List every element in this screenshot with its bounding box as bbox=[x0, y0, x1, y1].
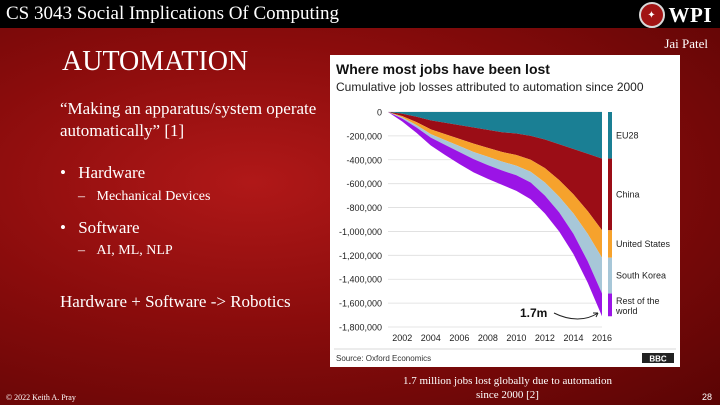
y-tick-label: -400,000 bbox=[346, 155, 382, 165]
chart-panel: Where most jobs have been lost Cumulativ… bbox=[330, 55, 680, 367]
area-united-states bbox=[388, 112, 602, 258]
chart-caption: 1.7 million jobs lost globally due to au… bbox=[403, 375, 612, 401]
y-tick-label: -1,800,000 bbox=[339, 323, 382, 333]
copyright: © 2022 Keith A. Pray bbox=[6, 393, 76, 402]
legend-label: world bbox=[615, 306, 638, 316]
legend-label: United States bbox=[616, 239, 671, 249]
y-tick-label: -600,000 bbox=[346, 179, 382, 189]
chart-title: Where most jobs have been lost bbox=[336, 61, 550, 77]
y-tick-label: 0 bbox=[377, 108, 382, 118]
y-tick-label: -200,000 bbox=[346, 131, 382, 141]
seal-icon: ✦ bbox=[638, 2, 665, 28]
chart-subtitle: Cumulative job losses attributed to auto… bbox=[336, 80, 644, 94]
legend-label: EU28 bbox=[616, 130, 639, 140]
sub-bullet-software: – AI, ML, NLP bbox=[78, 243, 173, 258]
x-tick-label: 2006 bbox=[449, 333, 469, 343]
x-tick-label: 2012 bbox=[535, 333, 555, 343]
x-tick-label: 2008 bbox=[478, 333, 498, 343]
bullet-hardware: • Hardware bbox=[60, 163, 146, 182]
sub-bullet-label: Mechanical Devices bbox=[96, 189, 211, 204]
x-tick-label: 2002 bbox=[392, 333, 412, 343]
y-tick-label: -800,000 bbox=[346, 203, 382, 213]
sub-bullet-label: AI, ML, NLP bbox=[96, 243, 173, 258]
area-eu28 bbox=[388, 112, 602, 159]
annotation-label: 1.7m bbox=[520, 306, 547, 320]
area-south-korea bbox=[388, 112, 602, 294]
header-bar: CS 3043 Social Implications Of Computing… bbox=[0, 0, 720, 28]
x-tick-label: 2004 bbox=[421, 333, 441, 343]
bbc-logo bbox=[642, 353, 674, 363]
y-tick-label: -1,400,000 bbox=[339, 275, 382, 285]
job-loss-chart: Where most jobs have been lost Cumulativ… bbox=[334, 61, 676, 364]
annotation-arrowhead bbox=[593, 312, 599, 318]
bullet-label: Software bbox=[78, 218, 140, 237]
legend-swatch bbox=[608, 230, 612, 258]
chart-source: Source: Oxford Economics bbox=[336, 354, 431, 363]
bullet-software: • Software bbox=[60, 218, 140, 237]
area-rest-of-the-world bbox=[388, 112, 602, 317]
logo-text: WPI bbox=[668, 2, 712, 27]
x-tick-label: 2014 bbox=[563, 333, 583, 343]
x-tick-label: 2010 bbox=[506, 333, 526, 343]
robotics-equation: Hardware + Software -> Robotics bbox=[60, 292, 291, 311]
bbc-logo-text: BBC bbox=[649, 355, 667, 364]
legend-swatch bbox=[608, 112, 612, 159]
legend-label: Rest of the bbox=[616, 296, 660, 306]
legend-swatch bbox=[608, 158, 612, 231]
wpi-logo: ✦ WPI bbox=[638, 2, 713, 28]
bullet-label: Hardware bbox=[78, 163, 146, 182]
slide-title: AUTOMATION bbox=[62, 46, 249, 77]
legend-swatch bbox=[608, 257, 612, 294]
course-title: CS 3043 Social Implications Of Computing bbox=[6, 3, 340, 24]
y-tick-label: -1,200,000 bbox=[339, 251, 382, 261]
legend-label: South Korea bbox=[616, 271, 666, 281]
y-tick-label: -1,000,000 bbox=[339, 227, 382, 237]
annotation-arrow bbox=[553, 312, 599, 320]
page-number: 28 bbox=[701, 392, 712, 402]
sub-bullet-hardware: – Mechanical Devices bbox=[78, 189, 211, 204]
author-name: Jai Patel bbox=[664, 36, 708, 51]
y-tick-label: -1,600,000 bbox=[339, 299, 382, 309]
x-tick-label: 2016 bbox=[592, 333, 612, 343]
definition-quote: “Making an apparatus/system operate auto… bbox=[60, 99, 317, 140]
area-china bbox=[388, 112, 602, 231]
legend-swatch bbox=[608, 293, 612, 317]
legend-label: China bbox=[616, 189, 640, 199]
